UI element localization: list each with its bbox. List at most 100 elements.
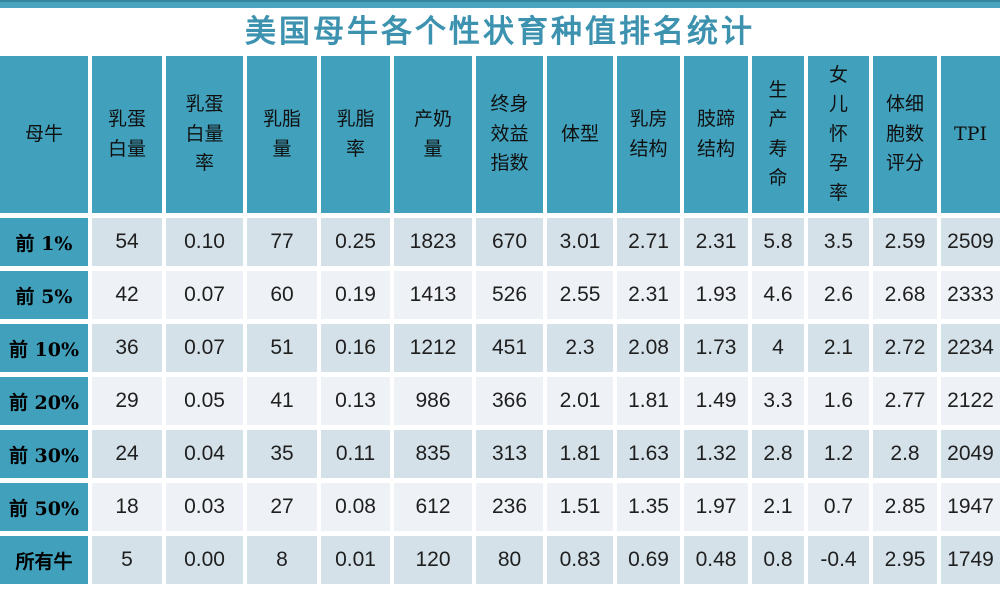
value-cell: 2.71 (617, 218, 684, 271)
table-row: 前 10% 36 0.07 51 0.16 1212 451 2.3 2.08 1.73 4 2.1 2… (0, 324, 1000, 377)
value-cell: 526 (476, 271, 547, 324)
row-label: 所有牛 (0, 536, 92, 589)
value-cell: 2.1 (808, 324, 873, 377)
value-cell: 2.59 (873, 218, 941, 271)
value-cell: 612 (394, 483, 476, 536)
value-cell: 2.3 (547, 324, 617, 377)
column-header: 乳脂 率 (321, 56, 394, 218)
value-cell: 5 (92, 536, 166, 589)
value-cell: 2122 (941, 377, 1000, 430)
value-cell: 1.35 (617, 483, 684, 536)
value-cell: 1823 (394, 218, 476, 271)
value-cell: 835 (394, 430, 476, 483)
value-cell: 0.16 (321, 324, 394, 377)
value-cell: 36 (92, 324, 166, 377)
value-cell: 1.93 (684, 271, 752, 324)
value-cell: 366 (476, 377, 547, 430)
value-cell: 1.49 (684, 377, 752, 430)
value-cell: 2.08 (617, 324, 684, 377)
table-row: 前 5% 42 0.07 60 0.19 1413 526 2.55 2.31 1.93 4.6 2.… (0, 271, 1000, 324)
value-cell: 0.00 (166, 536, 247, 589)
row-label: 前 30% (0, 430, 92, 483)
value-cell: 1.97 (684, 483, 752, 536)
value-cell: 670 (476, 218, 547, 271)
value-cell: 0.7 (808, 483, 873, 536)
value-cell: 1.32 (684, 430, 752, 483)
value-cell: 2.77 (873, 377, 941, 430)
page-title: 美国母牛各个性状育种值排名统计 (245, 14, 755, 49)
value-cell: 0.83 (547, 536, 617, 589)
value-cell: 2.6 (808, 271, 873, 324)
table-row: 前 30% 24 0.04 35 0.11 835 313 1.81 1.63 1.32 2.8 1.… (0, 430, 1000, 483)
value-cell: 3.3 (752, 377, 808, 430)
value-cell: 0.10 (166, 218, 247, 271)
value-cell: 3.01 (547, 218, 617, 271)
column-header: TPI (941, 56, 1000, 218)
value-cell: 0.03 (166, 483, 247, 536)
value-cell: 80 (476, 536, 547, 589)
value-cell: 27 (247, 483, 321, 536)
value-cell: 0.25 (321, 218, 394, 271)
value-cell: 313 (476, 430, 547, 483)
breeding-value-ranking-table: 母牛 乳蛋 白量 乳蛋 白量 率乳脂 量乳脂 率产奶 量终身 效益 指数 体型 乳房 结… (0, 56, 1000, 589)
value-cell: 42 (92, 271, 166, 324)
value-cell: 0.13 (321, 377, 394, 430)
column-header: 女 儿 怀 孕 率 (808, 56, 873, 218)
value-cell: 2.31 (617, 271, 684, 324)
value-cell: 0.07 (166, 324, 247, 377)
value-cell: 41 (247, 377, 321, 430)
value-cell: 0.48 (684, 536, 752, 589)
column-header: 生 产 寿 命 (752, 56, 808, 218)
value-cell: 2.1 (752, 483, 808, 536)
value-cell: 451 (476, 324, 547, 377)
value-cell: 236 (476, 483, 547, 536)
row-label: 前 5% (0, 271, 92, 324)
column-header: 乳脂 量 (247, 56, 321, 218)
value-cell: 0.07 (166, 271, 247, 324)
row-label: 前 1% (0, 218, 92, 271)
value-cell: 1.73 (684, 324, 752, 377)
value-cell: 0.11 (321, 430, 394, 483)
value-cell: 1.81 (617, 377, 684, 430)
value-cell: 2.8 (752, 430, 808, 483)
corner-header: 母牛 (0, 56, 92, 218)
column-header: 乳蛋 白量 (92, 56, 166, 218)
value-cell: 2234 (941, 324, 1000, 377)
table-row: 前 50% 18 0.03 27 0.08 612 236 1.51 1.35 1.97 2.1 0.… (0, 483, 1000, 536)
column-header: 乳房 结构 (617, 56, 684, 218)
table-row: 前 20% 29 0.05 41 0.13 986 366 2.01 1.81 1.49 3.3 1.… (0, 377, 1000, 430)
value-cell: 1413 (394, 271, 476, 324)
value-cell: 1.6 (808, 377, 873, 430)
value-cell: 18 (92, 483, 166, 536)
column-header: 终身 效益 指数 (476, 56, 547, 218)
value-cell: 60 (247, 271, 321, 324)
value-cell: 2.55 (547, 271, 617, 324)
value-cell: 2509 (941, 218, 1000, 271)
column-header: 体细 胞数 评分 (873, 56, 941, 218)
value-cell: 2.8 (873, 430, 941, 483)
value-cell: 0.69 (617, 536, 684, 589)
value-cell: 5.8 (752, 218, 808, 271)
value-cell: 2049 (941, 430, 1000, 483)
value-cell: 1.81 (547, 430, 617, 483)
table-body: 前 1% 54 0.10 77 0.25 1823 670 3.01 2.71 2.31 5.8 3.… (0, 218, 1000, 589)
column-header: 肢蹄 结构 (684, 56, 752, 218)
value-cell: 2.31 (684, 218, 752, 271)
value-cell: 2.01 (547, 377, 617, 430)
top-accent-bar (0, 0, 1000, 8)
value-cell: 1.63 (617, 430, 684, 483)
value-cell: 1.2 (808, 430, 873, 483)
table-header: 母牛 乳蛋 白量 乳蛋 白量 率乳脂 量乳脂 率产奶 量终身 效益 指数 体型 乳房 结… (0, 56, 1000, 218)
value-cell: 4.6 (752, 271, 808, 324)
value-cell: 1212 (394, 324, 476, 377)
value-cell: 51 (247, 324, 321, 377)
value-cell: 2.68 (873, 271, 941, 324)
value-cell: 2333 (941, 271, 1000, 324)
value-cell: 77 (247, 218, 321, 271)
table-row: 前 1% 54 0.10 77 0.25 1823 670 3.01 2.71 2.31 5.8 3.… (0, 218, 1000, 271)
column-header: 产奶 量 (394, 56, 476, 218)
table-row: 所有牛 5 0.00 8 0.01 120 80 0.83 0.69 0.48 0.8 -0.4 2.9… (0, 536, 1000, 589)
value-cell: 24 (92, 430, 166, 483)
value-cell: 0.19 (321, 271, 394, 324)
value-cell: 1.51 (547, 483, 617, 536)
